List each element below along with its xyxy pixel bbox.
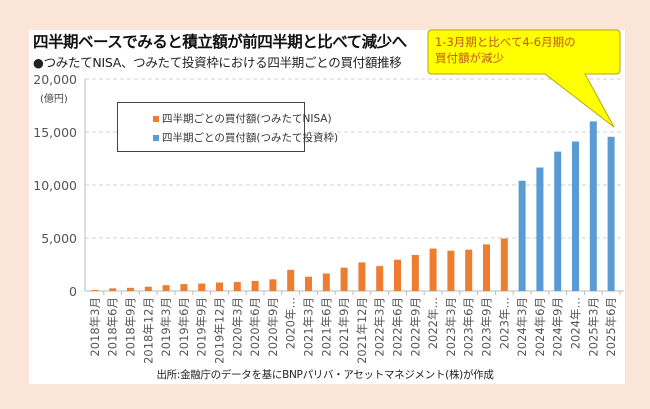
bar — [144, 286, 152, 291]
bar — [411, 254, 419, 291]
bar — [429, 248, 437, 291]
x-tick-label: 2019年3月 — [159, 297, 173, 357]
bar — [447, 250, 455, 291]
bar — [536, 167, 544, 291]
x-tick-label: 2024年9月 — [551, 297, 565, 357]
bar — [162, 285, 170, 291]
x-tick-label: 2024年3月 — [515, 297, 529, 357]
bar — [216, 282, 223, 291]
x-tick-label: 2019年12月 — [213, 297, 227, 364]
y-tick-label: 10,000 — [33, 178, 77, 193]
callout-line-2: 買付額が減少 — [435, 51, 504, 65]
bar — [518, 180, 526, 291]
x-tick-label: 2023年… — [497, 297, 511, 349]
bar — [198, 283, 206, 291]
x-tick-label: 2021年9月 — [337, 297, 351, 357]
x-tick-label: 2025年3月 — [586, 297, 600, 357]
bar — [233, 281, 241, 291]
legend-swatch-orange — [153, 116, 159, 122]
bar — [358, 262, 366, 291]
chart-title: 四半期ベースでみると積立額が前四半期と比べて減少へ — [33, 33, 407, 51]
bar — [572, 141, 579, 291]
x-tick-label: 2020年3月 — [230, 297, 244, 357]
x-tick-label: 2018年6月 — [106, 297, 120, 357]
x-tick-label: 2022年6月 — [391, 297, 405, 357]
x-tick-label: 2023年9月 — [480, 297, 494, 357]
x-tick-label: 2022年9月 — [408, 297, 422, 357]
x-tick-label: 2019年9月 — [195, 297, 209, 357]
y-axis-unit: (億円) — [40, 94, 68, 105]
x-tick-label: 2025年6月 — [604, 297, 618, 357]
bar — [127, 287, 134, 291]
chart-subtitle: ●つみたてNISA、つみたて投資枠における四半期ごとの買付額推移 — [33, 55, 402, 70]
x-tick-label: 2021年12月 — [355, 297, 369, 364]
bar — [589, 121, 597, 292]
legend-item-tsumitate: 四半期ごとの買付額(つみたて投資枠) — [153, 130, 338, 145]
x-tick-label: 2023年3月 — [444, 297, 458, 357]
x-tick-label: 2024年6月 — [533, 297, 547, 357]
legend-item-nisa: 四半期ごとの買付額(つみたてNISA) — [153, 111, 332, 126]
bar — [607, 136, 615, 291]
bar — [465, 249, 473, 291]
x-tick-label: 2022年… — [426, 297, 440, 349]
x-tick-label: 2018年12月 — [141, 297, 155, 364]
bar — [269, 279, 277, 291]
x-tick-label: 2020年9月 — [266, 297, 280, 357]
x-tick-label: 2021年6月 — [319, 297, 333, 357]
x-tick-label: 2023年6月 — [462, 297, 476, 357]
legend-label: 四半期ごとの買付額(つみたて投資枠) — [162, 132, 339, 144]
bar — [287, 269, 295, 291]
x-tick-label: 2024年… — [569, 297, 583, 349]
x-tick-label: 2019年6月 — [177, 297, 191, 357]
x-tick-label: 2020年… — [284, 297, 298, 349]
y-tick-label: 5,000 — [41, 231, 77, 246]
x-tick-label: 2020年6月 — [248, 297, 262, 357]
legend-label: 四半期ごとの買付額(つみたてNISA) — [162, 113, 332, 125]
x-tick-label: 2018年3月 — [88, 297, 102, 357]
y-tick-label: 15,000 — [33, 125, 77, 140]
bar — [394, 259, 401, 291]
bar — [554, 151, 562, 291]
bar — [340, 267, 348, 291]
bar — [305, 276, 312, 291]
bar — [251, 280, 259, 291]
legend: 四半期ごとの買付額(つみたてNISA) 四半期ごとの買付額(つみたて投資枠) — [117, 102, 338, 152]
bar — [91, 289, 99, 291]
bar — [180, 284, 188, 291]
bar — [322, 273, 330, 291]
bar — [483, 244, 490, 291]
x-tick-label: 2018年9月 — [124, 297, 138, 357]
bar — [500, 238, 508, 291]
legend-swatch-blue — [153, 135, 159, 141]
callout-line-1: 1-3月期と比べて4-6月期の — [435, 35, 576, 49]
x-tick-label: 2021年3月 — [302, 297, 316, 357]
x-tick-label: 2022年3月 — [373, 297, 387, 357]
chart-panel — [29, 30, 625, 384]
source-footnote: 出所:金融庁のデータを基にBNPパリバ・アセットマネジメント(株)が作成 — [156, 369, 494, 381]
callout-text: 1-3月期と比べて4-6月期の 買付額が減少 — [435, 34, 620, 66]
bar — [109, 288, 117, 291]
bar — [376, 266, 384, 291]
y-tick-label: 20,000 — [33, 72, 77, 87]
y-tick-label: 0 — [69, 284, 77, 299]
